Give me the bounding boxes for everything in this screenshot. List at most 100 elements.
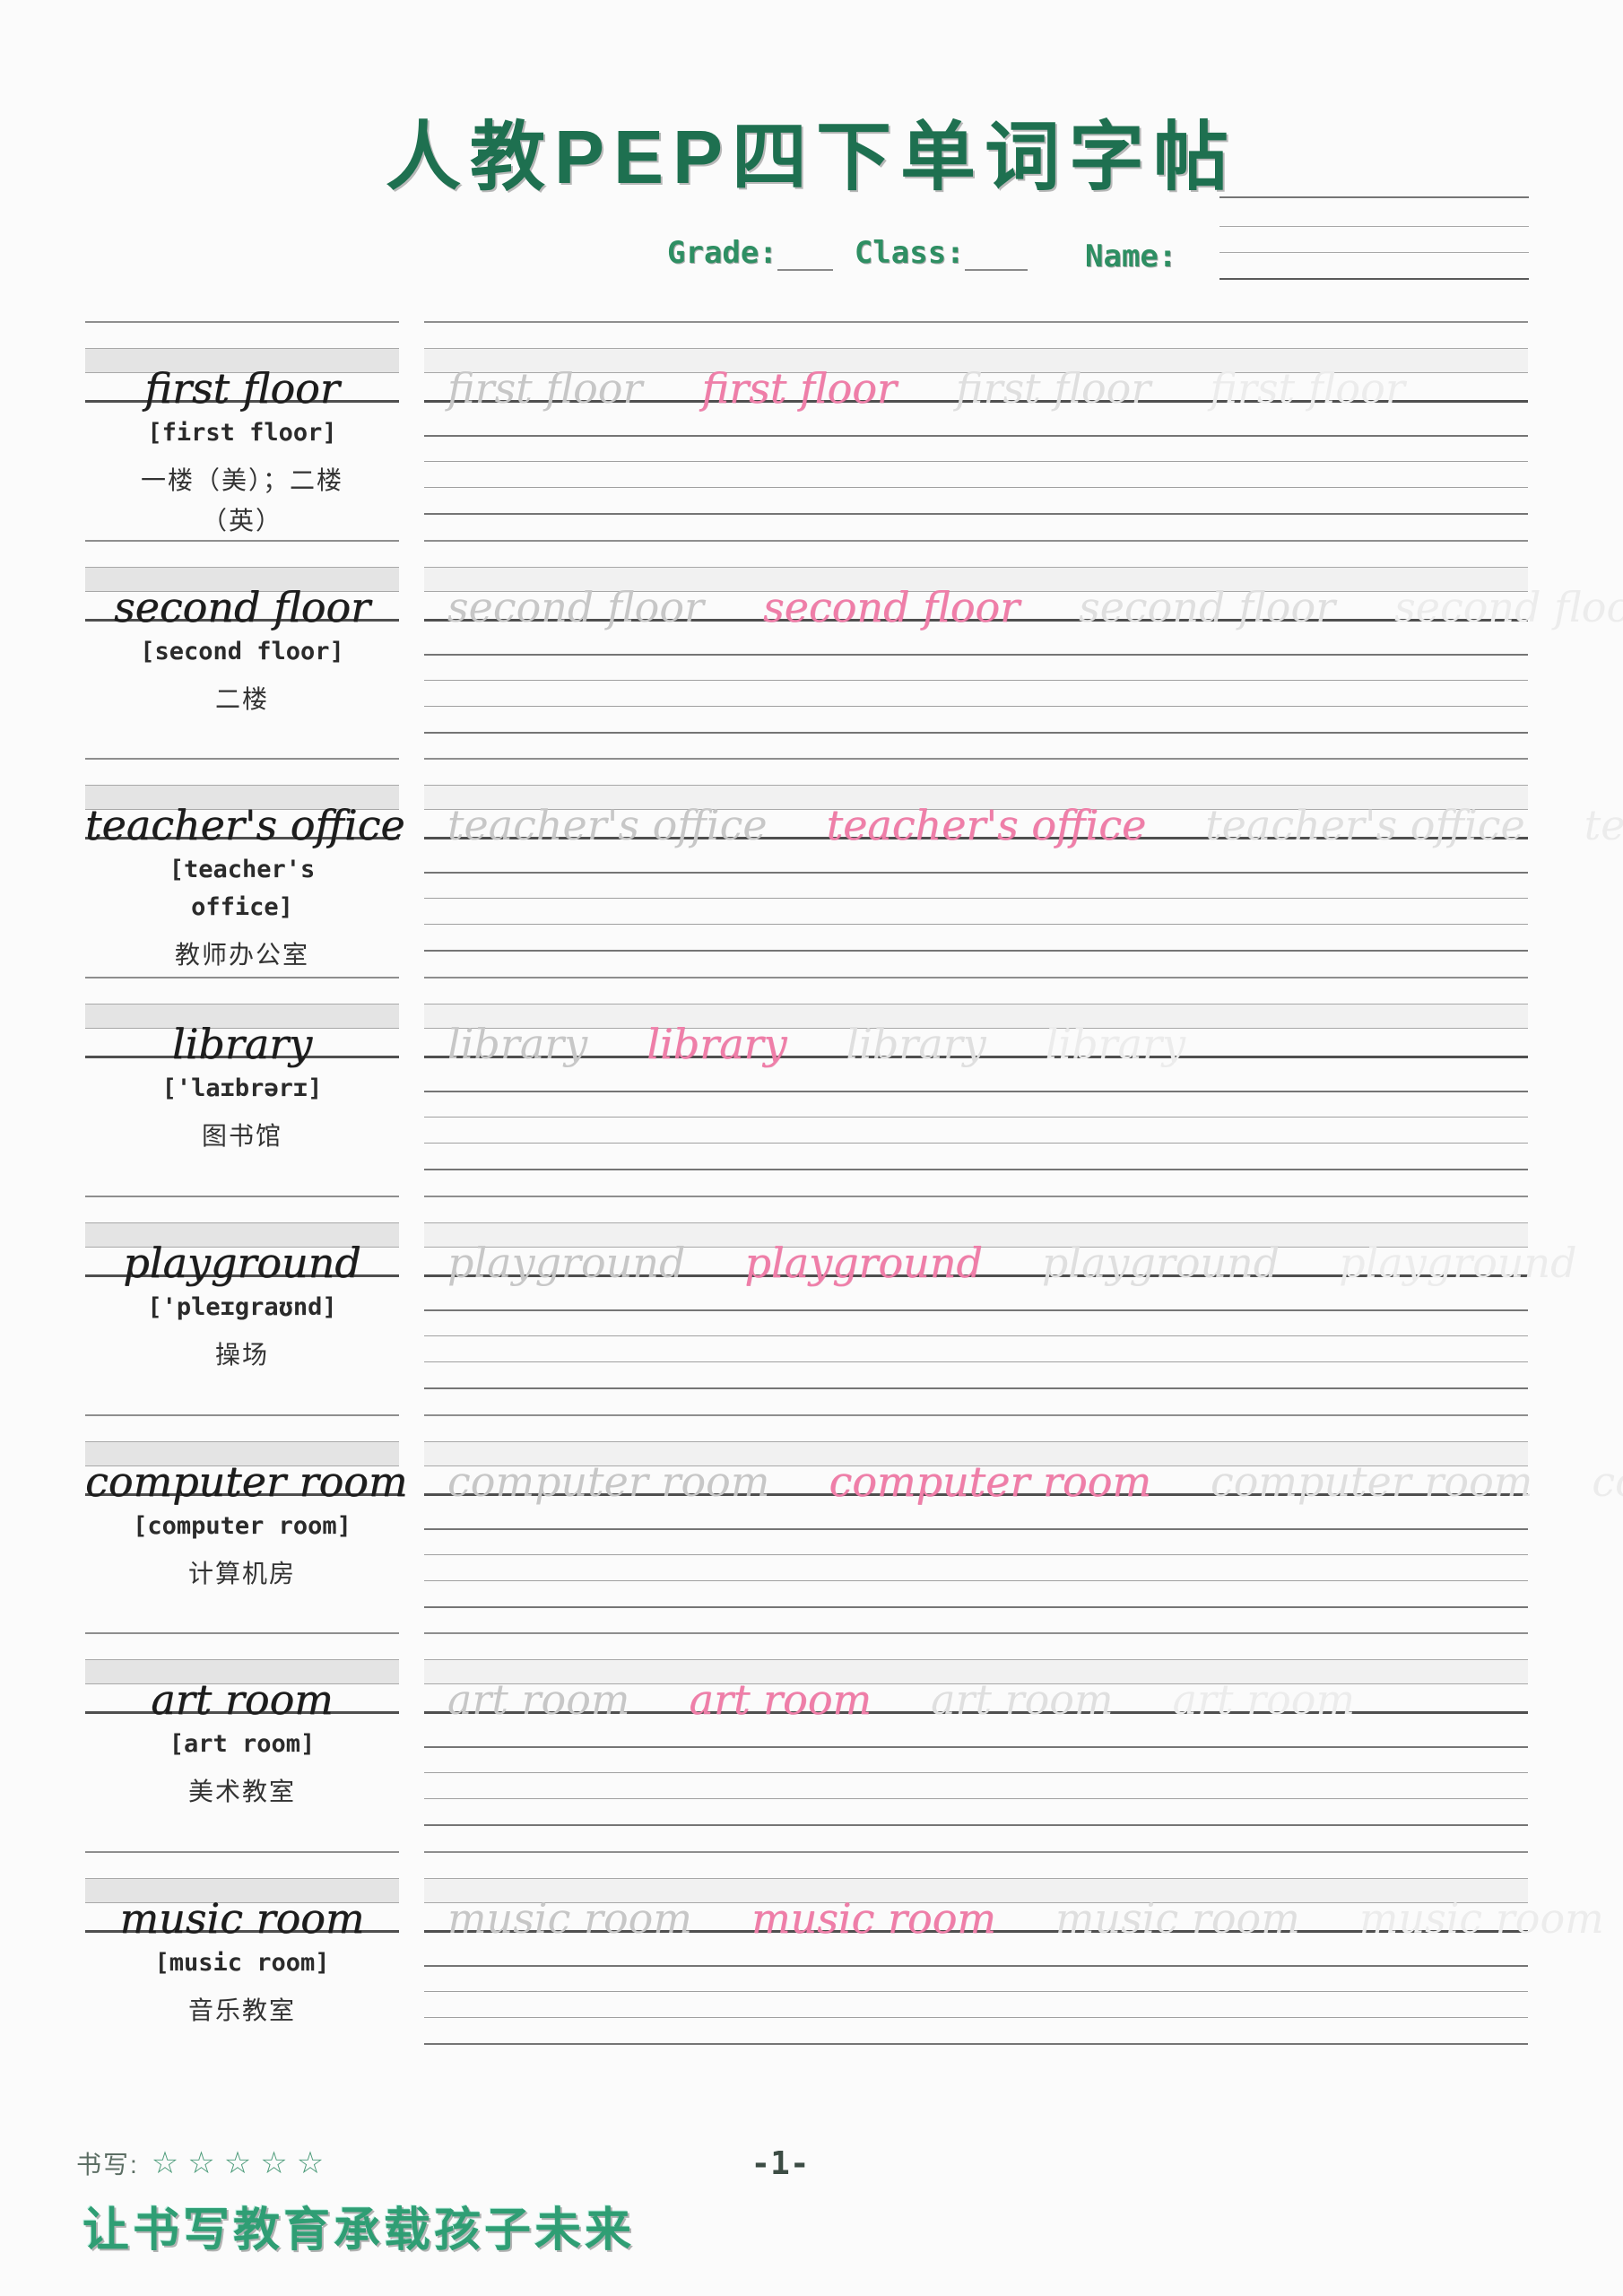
guide-line — [424, 1902, 1528, 1903]
blank-writing-guide — [424, 435, 1528, 515]
guide-line — [424, 1441, 1528, 1442]
trace-word: computer room — [447, 1457, 770, 1506]
guide-line — [424, 2017, 1528, 2018]
guide-line — [424, 898, 1528, 899]
pink-model-word: first floor — [701, 364, 897, 413]
guide-line — [424, 540, 1528, 542]
ghost-word: playground — [1339, 1239, 1577, 1287]
word-row-practice-area: library library library library — [424, 977, 1528, 1170]
trace-word: library — [447, 1020, 588, 1068]
word-row-left-column: teacher's office [teacher's office] 教师办公… — [85, 758, 405, 975]
practice-words: music room music room music room music r… — [447, 1898, 1604, 1939]
vocab-word: computer room — [85, 1457, 408, 1506]
guide-line — [424, 1361, 1528, 1362]
vocab-word: first floor — [144, 364, 340, 413]
word-row-practice-area: first floor first floor first floor firs… — [424, 321, 1528, 515]
word-writing-guide: computer room — [85, 1414, 407, 1502]
word-row-practice-area: second floor second floor second floor s… — [424, 540, 1623, 734]
guide-line — [424, 732, 1528, 734]
vocab-word: music room — [119, 1894, 365, 1943]
ghost-word: library — [846, 1020, 986, 1068]
rating-stars: ☆☆☆☆☆ — [151, 2146, 334, 2180]
guide-line — [424, 1930, 1528, 1933]
word-writing-guide: first floor — [85, 321, 399, 409]
blank-writing-guide — [424, 1746, 1528, 1826]
word-writing-guide: second floor — [85, 540, 399, 628]
guide-line — [424, 348, 1528, 349]
name-writing-guide — [1219, 196, 1529, 280]
guide-line — [424, 2043, 1528, 2045]
chinese-meaning: 操场 — [214, 1340, 269, 1369]
guide-line — [424, 1196, 1528, 1197]
trace-word: art room — [447, 1675, 630, 1724]
guide-line — [1219, 252, 1529, 253]
class-blank-line — [964, 239, 1028, 271]
ghost-word: music room — [1358, 1894, 1604, 1943]
word-row: second floor [second floor] 二楼 second fl… — [0, 540, 1623, 748]
guide-line — [424, 1683, 1528, 1684]
vocab-word: library — [171, 1020, 313, 1068]
xheight-band — [85, 1660, 399, 1683]
guide-line — [85, 348, 399, 349]
blank-writing-guide — [424, 872, 1528, 952]
guide-line — [424, 1387, 1528, 1389]
word-row-left-column: library ['laɪbrərɪ] 图书馆 — [85, 977, 399, 1157]
guide-line — [424, 924, 1528, 925]
xheight-band — [424, 1660, 1528, 1683]
phonetic-transcription: [second floor] — [140, 638, 344, 665]
chinese-meaning: 教师办公室 — [174, 940, 309, 969]
guide-line — [424, 400, 1528, 403]
guide-line — [85, 977, 399, 978]
guide-line — [424, 950, 1528, 952]
chinese-meaning: 音乐教室 — [187, 1996, 296, 2024]
grade-label: Grade: — [667, 235, 777, 271]
guide-line — [85, 400, 399, 403]
vocab-word: art room — [151, 1675, 334, 1724]
chinese-meaning: 美术教室 — [187, 1777, 296, 1805]
practice-words: playground playground playground playgro… — [447, 1242, 1577, 1283]
guide-line — [424, 1465, 1528, 1466]
ghost-word: second floor — [1079, 583, 1336, 631]
page-number: -1- — [751, 2145, 810, 2182]
guide-line — [424, 809, 1528, 810]
guide-line — [85, 1659, 399, 1660]
guide-line — [424, 785, 1528, 786]
guide-line — [424, 461, 1528, 462]
guide-line — [424, 513, 1528, 515]
word-row: playground ['pleɪgraʊnd] 操场 playground p… — [0, 1196, 1623, 1404]
word-row-practice-area: computer room computer room computer roo… — [424, 1414, 1623, 1608]
guide-line — [424, 1798, 1528, 1799]
word-row-left-column: art room [art room] 美术教室 — [85, 1632, 399, 1813]
ghost-word: music room — [1055, 1894, 1300, 1943]
word-writing-guide: art room — [85, 1632, 399, 1720]
xheight-band — [85, 786, 399, 809]
phonetic-transcription: [teacher's office] — [169, 856, 316, 921]
trace-word: playground — [447, 1239, 686, 1287]
name-label: Name: — [1085, 239, 1177, 274]
pink-model-word: music room — [751, 1894, 996, 1943]
guide-line — [424, 487, 1528, 488]
phonetic-transcription: [music room] — [154, 1949, 330, 1977]
phonetic-transcription: ['pleɪgraʊnd] — [147, 1293, 337, 1321]
practice-writing-guide: art room art room art room art room — [424, 1632, 1528, 1720]
xheight-band — [85, 568, 399, 591]
guide-line — [85, 321, 399, 323]
word-row-left-column: playground ['pleɪgraʊnd] 操场 — [85, 1196, 399, 1376]
word-row-left-column: computer room [computer room] 计算机房 — [85, 1414, 407, 1595]
word-row: art room [art room] 美术教室 art room art ro… — [0, 1632, 1623, 1840]
word-row-left-column: first floor [first floor] 一楼（美）；二楼 （英） — [85, 321, 399, 541]
practice-writing-guide: first floor first floor first floor firs… — [424, 321, 1528, 409]
guide-line — [424, 1711, 1528, 1714]
blank-writing-guide — [424, 654, 1528, 734]
xheight-band — [424, 786, 1528, 809]
guide-line — [424, 1414, 1528, 1416]
guide-line — [424, 680, 1528, 681]
guide-line — [85, 1878, 399, 1879]
guide-line — [424, 706, 1528, 707]
xheight-band — [85, 1004, 399, 1028]
guide-line — [424, 1222, 1528, 1223]
practice-words: second floor second floor second floor s… — [447, 587, 1623, 628]
guide-line — [85, 1851, 399, 1853]
phonetic-transcription: ['laɪbrərɪ] — [161, 1074, 323, 1102]
guide-line — [424, 1117, 1528, 1118]
